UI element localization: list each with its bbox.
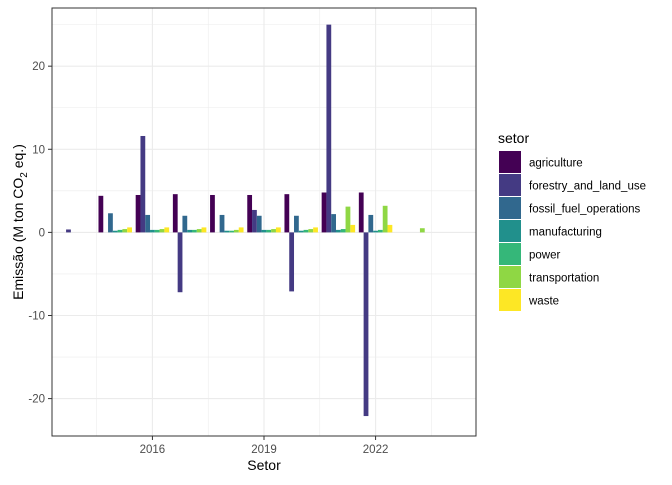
legend-item-forestry_and_land_use: forestry_and_land_use — [499, 174, 646, 196]
bar-fossil_fuel_operations-2020 — [294, 215, 299, 233]
legend-key-waste — [499, 289, 521, 311]
bar-agriculture-2015 — [98, 195, 104, 233]
bar-fossil_fuel_operations-2017 — [182, 215, 188, 233]
bar-waste-2017 — [201, 227, 207, 233]
bar-agriculture-2022 — [358, 192, 364, 233]
bar-manufacturing-2018 — [224, 230, 230, 233]
bar-forestry_and_land_use-2019 — [252, 209, 257, 233]
legend-label-forestry_and_land_use: forestry_and_land_use — [529, 181, 646, 193]
bar-power-2017 — [192, 229, 197, 233]
bar-forestry_and_land_use-2016 — [140, 135, 146, 233]
bar-transportation-2017 — [196, 229, 202, 233]
bar-agriculture-2021 — [321, 192, 327, 233]
legend-item-agriculture: agriculture — [499, 151, 583, 173]
bar-manufacturing-2020 — [298, 230, 304, 233]
bar-fossil_fuel_operations-2015 — [108, 213, 113, 233]
bar-power-2019 — [266, 229, 272, 233]
legend-label-agriculture: agriculture — [529, 158, 583, 170]
x-tick-label: 2019 — [251, 444, 277, 456]
bar-transportation-2019 — [271, 229, 276, 233]
bar-manufacturing-2019 — [261, 229, 267, 233]
x-tick-label: 2016 — [140, 444, 166, 456]
bar-agriculture-2020 — [284, 194, 290, 233]
y-tick-label: 0 — [39, 227, 45, 239]
legend-item-power: power — [499, 243, 560, 265]
y-tick-label: 10 — [32, 144, 45, 156]
bar-fossil_fuel_operations-2019 — [256, 215, 262, 233]
bar-manufacturing-2017 — [187, 229, 193, 233]
y-tick-label: 20 — [32, 61, 45, 73]
bar-waste-2018 — [238, 227, 244, 233]
bar-transportation-2023 — [419, 228, 425, 233]
bars-layer — [66, 24, 425, 417]
bar-manufacturing-2015 — [112, 230, 118, 233]
legend-key-agriculture — [499, 151, 521, 173]
bar-manufacturing-2021 — [335, 229, 341, 233]
bar-transportation-2020 — [308, 229, 314, 233]
bar-forestry_and_land_use-2022 — [363, 232, 369, 417]
bar-waste-2020 — [313, 227, 318, 233]
bar-agriculture-2016 — [135, 194, 141, 233]
bar-forestry_and_land_use-2014 — [66, 229, 71, 233]
bar-forestry_and_land_use-2021 — [326, 24, 332, 233]
bar-transportation-2021 — [345, 206, 351, 233]
bar-power-2015 — [117, 229, 123, 233]
bar-agriculture-2019 — [247, 194, 253, 233]
bar-manufacturing-2016 — [150, 229, 155, 233]
legend-item-manufacturing: manufacturing — [499, 220, 602, 242]
bar-forestry_and_land_use-2017 — [177, 232, 183, 293]
bar-waste-2021 — [350, 224, 356, 233]
legend-item-fossil_fuel_operations: fossil_fuel_operations — [499, 197, 640, 219]
bar-power-2018 — [229, 230, 234, 233]
y-axis-title-tail: eq.) — [10, 144, 26, 172]
bar-power-2022 — [377, 229, 383, 233]
x-tick-label: 2022 — [363, 444, 389, 456]
bar-transportation-2015 — [122, 229, 128, 233]
legend: setor agriculture forestry_and_land_usefo… — [498, 130, 646, 311]
legend-label-waste: waste — [528, 296, 559, 308]
legend-key-fossil_fuel_operations — [499, 197, 521, 219]
bar-agriculture-2017 — [172, 194, 178, 233]
bar-fossil_fuel_operations-2022 — [368, 214, 374, 233]
bar-power-2021 — [340, 229, 346, 233]
bar-transportation-2022 — [382, 205, 388, 233]
bar-forestry_and_land_use-2020 — [289, 232, 295, 292]
y-axis-title-subscript: 2 — [19, 172, 30, 178]
legend-label-power: power — [529, 250, 560, 262]
legend-key-transportation — [499, 266, 521, 288]
bar-fossil_fuel_operations-2016 — [145, 214, 151, 233]
y-axis: -20 -10 0 10 20 — [28, 61, 52, 406]
bar-power-2016 — [154, 229, 160, 233]
legend-label-transportation: transportation — [529, 273, 599, 285]
bar-transportation-2016 — [159, 229, 165, 233]
legend-key-power — [499, 243, 521, 265]
bar-waste-2016 — [164, 227, 170, 233]
legend-key-forestry_and_land_use — [499, 174, 521, 196]
bar-waste-2015 — [127, 227, 132, 233]
bar-waste-2022 — [387, 224, 393, 233]
y-axis-title: Emissão (M ton CO2 eq.) — [10, 144, 30, 300]
legend-key-manufacturing — [499, 220, 521, 242]
y-axis-title-main: Emissão (M ton CO — [10, 178, 26, 300]
y-tick-label: -20 — [28, 394, 45, 406]
legend-label-fossil_fuel_operations: fossil_fuel_operations — [529, 204, 640, 216]
x-axis-title: Setor — [247, 457, 281, 473]
bar-power-2020 — [303, 229, 309, 233]
y-tick-label: -10 — [28, 310, 45, 322]
x-axis: 2016 2019 2022 — [140, 436, 389, 456]
bar-fossil_fuel_operations-2018 — [219, 214, 225, 233]
bar-manufacturing-2022 — [373, 230, 378, 233]
legend-item-waste: waste — [499, 289, 559, 311]
legend-label-manufacturing: manufacturing — [529, 227, 602, 239]
legend-item-transportation: transportation — [499, 266, 599, 288]
bar-agriculture-2018 — [210, 194, 215, 233]
legend-title: setor — [498, 130, 529, 146]
bar-transportation-2018 — [233, 229, 239, 233]
bar-fossil_fuel_operations-2021 — [331, 214, 336, 233]
bar-waste-2019 — [275, 227, 281, 233]
